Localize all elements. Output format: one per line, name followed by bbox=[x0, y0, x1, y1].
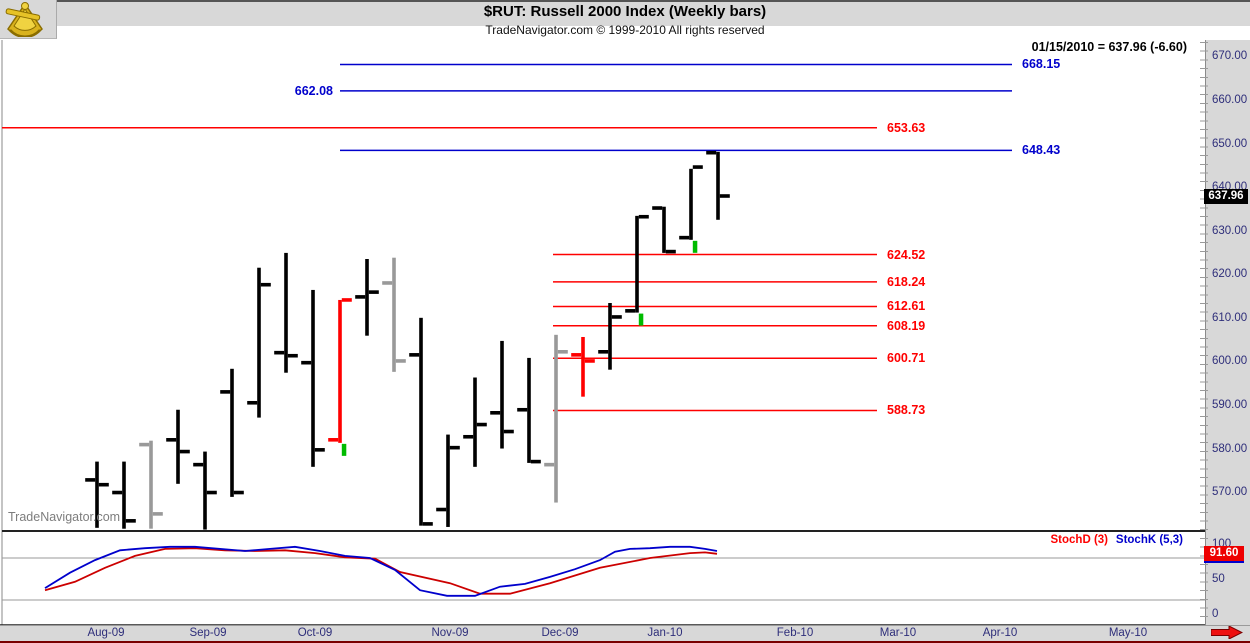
price-bar bbox=[112, 461, 136, 529]
stochk-legend-label: StochK (5,3) bbox=[1115, 534, 1183, 546]
axis-tick-label: 650.00 bbox=[1212, 137, 1248, 150]
axis-tick-label: 670.00 bbox=[1212, 50, 1248, 63]
chart-header-band bbox=[0, 0, 1250, 26]
stoch-value-badge: 91.60 bbox=[1204, 546, 1244, 563]
price-bar bbox=[679, 165, 703, 253]
current-price-badge: 637.96 bbox=[1204, 189, 1248, 204]
level-label: 662.08 bbox=[294, 83, 333, 98]
level-label: 648.43 bbox=[1022, 143, 1061, 158]
stochd-legend-label: StochD (3) bbox=[1050, 534, 1109, 546]
level-label: 653.63 bbox=[887, 120, 926, 135]
price-bar bbox=[166, 409, 190, 484]
stochd-line bbox=[44, 547, 718, 595]
right-axis-gutter bbox=[1205, 40, 1250, 625]
month-label: Mar-10 bbox=[879, 627, 917, 639]
price-bar bbox=[517, 357, 541, 464]
signal-mark bbox=[341, 443, 347, 456]
month-label: May-10 bbox=[1108, 627, 1148, 639]
axis-tick-label: 620.00 bbox=[1212, 268, 1248, 281]
month-label: Apr-10 bbox=[982, 627, 1018, 639]
level-label: 600.71 bbox=[887, 351, 926, 366]
price-bar bbox=[139, 440, 163, 529]
logo-box bbox=[0, 0, 57, 39]
month-label: Jan-10 bbox=[647, 627, 683, 639]
price-bar bbox=[544, 334, 568, 503]
price-bar bbox=[301, 289, 325, 467]
signal-mark bbox=[692, 240, 698, 253]
level-label: 588.73 bbox=[887, 403, 926, 418]
price-bar bbox=[382, 257, 406, 372]
price-bar bbox=[247, 267, 271, 418]
month-label: Oct-09 bbox=[297, 627, 333, 639]
scroll-right-arrow[interactable] bbox=[1211, 626, 1243, 639]
month-label: Nov-09 bbox=[431, 627, 469, 639]
price-bar bbox=[598, 303, 622, 370]
price-bar bbox=[409, 317, 433, 526]
last-quote-readout: 01/15/2010 = 637.96 (-6.60) bbox=[1031, 40, 1187, 54]
bottom-edge-bar bbox=[0, 641, 1250, 643]
price-bar bbox=[274, 252, 298, 373]
price-bar bbox=[85, 461, 109, 528]
price-bar bbox=[463, 377, 487, 467]
time-axis-band bbox=[0, 625, 1250, 641]
watermark-text: TradeNavigator.com bbox=[8, 510, 121, 524]
copyright-line: TradeNavigator.com © 1999-2010 All right… bbox=[485, 23, 765, 37]
axis-tick-label: 0 bbox=[1212, 608, 1219, 620]
month-label: Sep-09 bbox=[189, 627, 227, 639]
sextant-logo-icon bbox=[0, 0, 56, 37]
level-label: 612.61 bbox=[887, 299, 926, 314]
stochk-line bbox=[44, 545, 718, 597]
axis-minor-ticks bbox=[1200, 42, 1208, 622]
axis-tick-label: 580.00 bbox=[1212, 442, 1248, 455]
price-bar bbox=[436, 434, 460, 527]
price-bar bbox=[706, 150, 730, 220]
month-label: Dec-09 bbox=[541, 627, 579, 639]
axis-tick-label: 660.00 bbox=[1212, 93, 1248, 106]
axis-tick-label: 630.00 bbox=[1212, 224, 1248, 237]
axis-tick-label: 600.00 bbox=[1212, 355, 1248, 368]
signal-mark bbox=[638, 313, 644, 326]
chart-title: $RUT: Russell 2000 Index (Weekly bars) bbox=[483, 3, 767, 20]
price-bar bbox=[220, 368, 244, 497]
level-label: 618.24 bbox=[887, 274, 926, 289]
axis-tick-label: 570.00 bbox=[1212, 486, 1248, 499]
axis-tick-label: 610.00 bbox=[1212, 311, 1248, 324]
price-bar bbox=[355, 259, 379, 336]
price-bar bbox=[328, 298, 352, 456]
price-bar bbox=[652, 206, 676, 254]
axis-tick-label: 590.00 bbox=[1212, 398, 1248, 411]
level-label: 624.52 bbox=[887, 247, 926, 262]
level-label: 668.15 bbox=[1022, 57, 1061, 72]
month-label: Aug-09 bbox=[87, 627, 125, 639]
price-bar bbox=[571, 336, 595, 397]
price-bar bbox=[625, 214, 649, 326]
price-bar bbox=[193, 451, 217, 530]
level-label: 608.19 bbox=[887, 318, 926, 333]
axis-tick-label: 50 bbox=[1212, 573, 1225, 585]
price-bar bbox=[490, 340, 514, 449]
month-label: Feb-10 bbox=[776, 627, 814, 639]
